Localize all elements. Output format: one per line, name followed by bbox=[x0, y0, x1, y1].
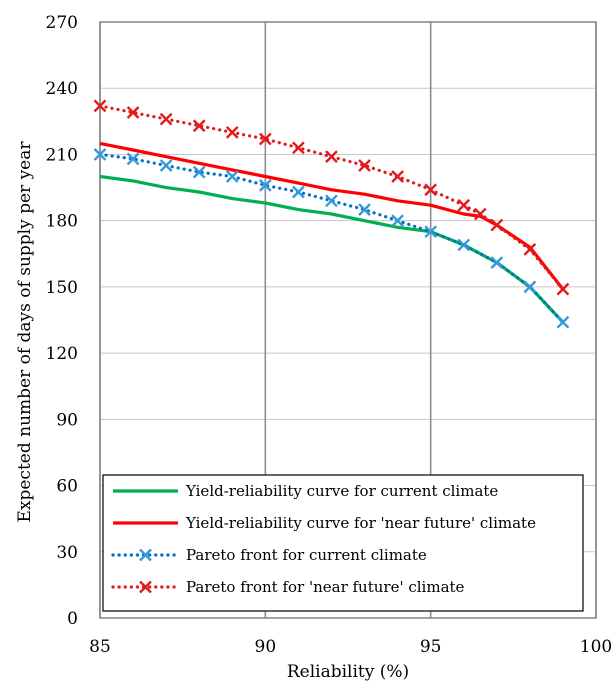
y-tick-label: 90 bbox=[56, 410, 78, 430]
y-tick-label: 0 bbox=[67, 609, 78, 629]
y-tick-label: 30 bbox=[56, 543, 78, 563]
data-point-marker bbox=[325, 150, 338, 164]
data-point-marker bbox=[473, 207, 487, 221]
legend-box bbox=[102, 474, 584, 612]
data-point-marker bbox=[391, 214, 404, 228]
tick-labels: 0 30 60 90 120 150 180 210 240 270 85 90 95 100 bbox=[46, 13, 611, 657]
legend-marker bbox=[139, 580, 152, 594]
data-point-marker bbox=[556, 282, 570, 296]
data-point-marker bbox=[225, 170, 239, 183]
series-line bbox=[99, 174, 565, 324]
data-point-marker bbox=[457, 198, 471, 212]
data-point-marker bbox=[258, 132, 272, 146]
legend-label: Yield-reliability curve for 'near future… bbox=[185, 514, 536, 532]
data-point-marker bbox=[292, 185, 305, 199]
data-point-marker bbox=[159, 112, 173, 126]
data-point-marker bbox=[556, 315, 570, 329]
legend-label: Pareto front for current climate bbox=[186, 546, 427, 564]
x-tick-label: 90 bbox=[255, 637, 277, 657]
series-line bbox=[98, 104, 565, 291]
data-point-marker bbox=[93, 99, 107, 113]
legend-item: Yield-reliability curve for current clim… bbox=[113, 482, 498, 500]
y-axis-title: Expected number of days of supply per ye… bbox=[15, 141, 35, 523]
legend-item: Yield-reliability curve for 'near future… bbox=[113, 514, 536, 532]
data-point-marker bbox=[192, 119, 206, 133]
legend-item: Pareto front for 'near future' climate bbox=[111, 578, 465, 596]
data-point-marker bbox=[93, 148, 107, 161]
data-point-marker bbox=[159, 159, 173, 172]
data-point-marker bbox=[126, 106, 140, 119]
data-point-marker bbox=[424, 225, 438, 239]
data-point-marker bbox=[424, 183, 438, 197]
legend-item: Pareto front for current climate bbox=[111, 546, 427, 564]
data-point-marker bbox=[358, 159, 371, 172]
y-tick-label: 60 bbox=[56, 477, 78, 497]
plot-area-frame bbox=[99, 21, 597, 619]
data-point-marker bbox=[490, 218, 504, 232]
x-tick-label: 95 bbox=[420, 637, 442, 657]
series-line bbox=[98, 152, 565, 324]
data-point-marker bbox=[126, 152, 140, 166]
data-point-marker bbox=[225, 126, 239, 139]
data-point-marker bbox=[258, 178, 272, 192]
legend-label: Yield-reliability curve for current clim… bbox=[185, 482, 498, 500]
data-point-marker bbox=[490, 256, 504, 269]
data-point-marker bbox=[523, 280, 537, 294]
data-point-marker bbox=[325, 194, 338, 208]
data-point-marker bbox=[457, 238, 471, 252]
x-tick-label: 85 bbox=[89, 637, 111, 657]
data-point-marker bbox=[358, 203, 371, 216]
legend: Yield-reliability curve for current clim… bbox=[102, 474, 584, 612]
data-point-marker bbox=[292, 141, 305, 155]
y-tick-label: 270 bbox=[46, 13, 78, 33]
series-3 bbox=[93, 148, 570, 329]
series-1 bbox=[99, 174, 565, 324]
y-tick-label: 150 bbox=[46, 278, 78, 298]
y-tick-label: 180 bbox=[46, 212, 78, 232]
y-tick-label: 210 bbox=[46, 145, 78, 165]
legend-label: Pareto front for 'near future' climate bbox=[186, 578, 465, 596]
data-point-marker bbox=[192, 165, 206, 179]
x-axis-title: Reliability (%) bbox=[287, 662, 409, 682]
series-4 bbox=[93, 99, 570, 296]
y-tick-label: 240 bbox=[46, 79, 78, 99]
data-point-marker bbox=[391, 170, 404, 183]
series-layer bbox=[93, 99, 570, 329]
x-tick-label: 100 bbox=[580, 637, 611, 657]
legend-marker bbox=[139, 548, 152, 562]
data-point-marker bbox=[523, 243, 537, 256]
y-tick-label: 120 bbox=[46, 344, 78, 364]
